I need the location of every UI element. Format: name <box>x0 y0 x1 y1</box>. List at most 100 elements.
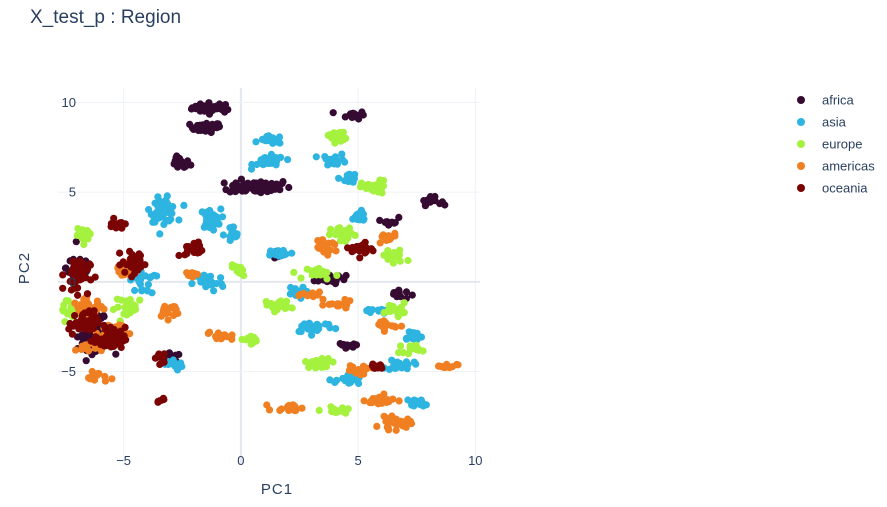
series-oceania <box>59 214 386 406</box>
data-point <box>343 341 351 349</box>
data-point <box>115 321 123 329</box>
data-point <box>374 400 382 408</box>
legend-item-africa[interactable]: africa <box>797 93 855 108</box>
data-point <box>118 220 126 228</box>
data-point <box>344 405 352 413</box>
data-point <box>402 358 411 366</box>
data-point <box>348 113 356 122</box>
data-point <box>393 306 401 314</box>
data-point <box>284 303 292 311</box>
data-point <box>351 170 359 179</box>
data-point <box>352 341 361 349</box>
data-point <box>159 307 167 315</box>
data-point <box>164 316 172 324</box>
data-point <box>136 296 144 304</box>
points-layer <box>59 99 462 434</box>
data-point <box>108 375 116 383</box>
legend-item-europe[interactable]: europe <box>797 137 862 152</box>
axis-ticks: −5 0 5 10 −5 0 5 10 <box>61 95 482 468</box>
legend-item-americas[interactable]: americas <box>797 159 875 174</box>
data-point <box>323 275 331 283</box>
data-point <box>77 317 85 325</box>
data-point <box>408 291 416 299</box>
data-point <box>168 203 176 211</box>
data-point <box>201 210 209 218</box>
data-point <box>278 249 286 257</box>
data-point <box>396 363 404 371</box>
data-point <box>68 330 76 338</box>
data-point <box>323 268 331 277</box>
data-point <box>342 304 350 312</box>
data-point <box>194 249 202 257</box>
data-point <box>72 346 80 354</box>
data-point <box>297 274 305 282</box>
data-point <box>111 332 119 341</box>
data-point <box>342 271 350 280</box>
data-point <box>410 329 418 337</box>
data-point <box>205 99 213 107</box>
data-point <box>357 179 366 187</box>
data-point <box>263 401 271 409</box>
data-point <box>266 137 274 145</box>
data-point <box>217 274 225 282</box>
data-point <box>94 370 102 378</box>
data-point <box>400 299 408 307</box>
data-point <box>198 106 206 114</box>
data-point <box>329 109 337 117</box>
data-point <box>135 278 143 286</box>
data-point <box>284 156 292 164</box>
data-point <box>218 213 227 221</box>
data-point <box>138 287 146 295</box>
data-point <box>426 193 435 201</box>
data-point <box>112 224 120 232</box>
data-point <box>379 231 387 239</box>
data-point <box>234 265 242 274</box>
data-point <box>74 291 82 299</box>
data-point <box>357 242 365 250</box>
data-point <box>160 220 168 228</box>
data-point <box>153 272 161 280</box>
series-africa <box>61 99 449 368</box>
data-point <box>314 237 322 245</box>
data-point <box>402 288 411 296</box>
data-point <box>327 225 335 233</box>
data-point <box>380 309 388 317</box>
data-point <box>356 254 364 262</box>
data-point <box>214 104 222 112</box>
data-point <box>394 313 402 321</box>
data-point <box>277 302 285 310</box>
series-asia <box>127 132 430 410</box>
data-point <box>112 350 120 358</box>
data-point <box>135 261 143 270</box>
data-point <box>302 358 310 366</box>
data-point <box>241 181 250 189</box>
data-point <box>218 331 226 340</box>
legend-item-asia[interactable]: asia <box>797 115 847 130</box>
data-point <box>298 404 306 412</box>
data-point <box>359 216 367 224</box>
data-point <box>82 357 90 365</box>
data-point <box>396 257 404 265</box>
data-point <box>335 300 343 308</box>
data-point <box>305 319 313 327</box>
data-point <box>172 154 180 162</box>
data-point <box>331 159 339 167</box>
data-point <box>74 225 82 233</box>
data-point <box>404 256 412 265</box>
data-point <box>101 377 109 385</box>
data-point <box>73 284 81 292</box>
data-point <box>269 304 277 312</box>
data-point <box>80 342 88 350</box>
legend-item-oceania[interactable]: oceania <box>797 181 868 196</box>
data-point <box>307 291 316 300</box>
data-point <box>125 305 133 313</box>
data-point <box>116 249 124 257</box>
data-point <box>167 210 175 218</box>
data-point <box>384 255 392 263</box>
data-point <box>332 247 340 255</box>
data-point <box>345 170 353 178</box>
data-point <box>71 262 79 270</box>
data-point <box>145 206 153 214</box>
data-point <box>172 305 180 313</box>
